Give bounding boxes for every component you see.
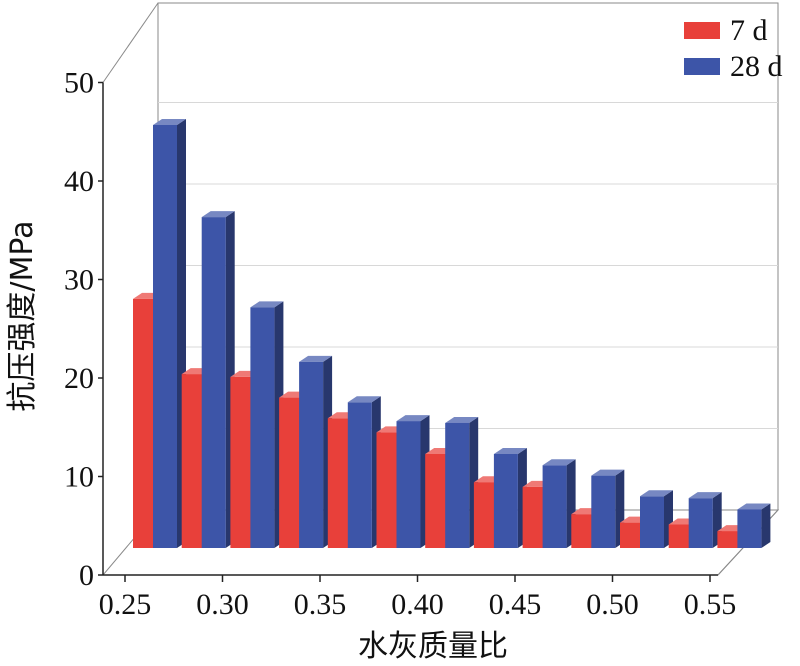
bar-top-face	[250, 301, 284, 308]
bar-top-face	[299, 355, 333, 362]
bar-28d-11	[688, 492, 722, 548]
bar-28d-3	[299, 355, 333, 548]
bar-28d-8	[542, 459, 576, 548]
bar-front-face	[299, 361, 324, 548]
bar-top-face	[493, 448, 527, 454]
bar-28d-10	[640, 490, 673, 548]
bar-28d-2	[250, 301, 284, 548]
bar-top-face	[396, 415, 430, 422]
x-tick-label: 0.50	[586, 588, 639, 621]
bar-front-face	[542, 465, 567, 548]
depth-edge-top-left	[102, 2, 159, 83]
bar-side-face	[761, 503, 771, 548]
bar-front-face	[153, 125, 177, 548]
x-tick-label: 0.35	[294, 588, 347, 621]
bar-top-face	[445, 416, 479, 423]
bar-top-face	[201, 211, 235, 218]
legend-swatch-0	[684, 22, 720, 39]
bar-front-face	[640, 496, 664, 548]
x-tick-label: 0.40	[391, 588, 444, 621]
y-tick-label: 30	[64, 264, 94, 297]
y-tick-label: 10	[64, 461, 94, 494]
x-tick-label: 0.30	[196, 588, 249, 621]
y-tick-label: 50	[64, 67, 94, 100]
bar-top-face	[591, 469, 625, 476]
x-axis-title: 水灰质量比	[358, 629, 508, 664]
bar-top-face	[688, 492, 722, 499]
bar-top-face	[737, 503, 771, 510]
bar-28d-9	[591, 469, 625, 548]
bar-front-face	[347, 402, 372, 548]
bar-front-face	[668, 524, 693, 548]
bar-top-face	[347, 396, 381, 403]
y-tick-label: 40	[64, 165, 94, 198]
legend-label-1: 28 d	[730, 50, 783, 83]
legend: 7 d28 d	[684, 14, 783, 83]
bars	[133, 119, 771, 548]
y-axis-title: 抗压强度/MPa	[5, 220, 40, 411]
bar-28d-7	[493, 448, 527, 548]
bar-front-face	[250, 307, 275, 548]
x-tick-label: 0.55	[684, 588, 737, 621]
bar-front-face	[688, 498, 713, 548]
bar-front-face	[493, 454, 518, 548]
bar-front-face	[201, 217, 226, 548]
bar-28d-4	[347, 396, 381, 548]
bar-28d-5	[396, 415, 430, 548]
bar-front-face	[445, 422, 470, 548]
bar-28d-1	[201, 211, 235, 548]
bar-front-face	[591, 475, 616, 548]
legend-label-0: 7 d	[730, 14, 768, 47]
bar-28d-6	[445, 416, 479, 548]
bar-front-face	[396, 421, 421, 548]
bar-28d-12	[737, 503, 771, 548]
bar-top-face	[153, 119, 186, 125]
bar-top-face	[542, 459, 576, 466]
y-tick-label: 20	[64, 362, 94, 395]
x-tick-label: 0.25	[99, 588, 152, 621]
y-tick-label: 0	[79, 559, 94, 592]
x-tick-label: 0.45	[489, 588, 542, 621]
bar-28d-0	[153, 119, 186, 548]
legend-swatch-1	[684, 58, 720, 75]
axes: 0 10 20 30 40 50 0.25 0.30 0.35 0.40 0.45 0.50 0.55	[64, 67, 736, 622]
bar-front-face	[717, 531, 742, 548]
bar-top-face	[640, 490, 673, 497]
bar-front-face	[737, 509, 762, 548]
